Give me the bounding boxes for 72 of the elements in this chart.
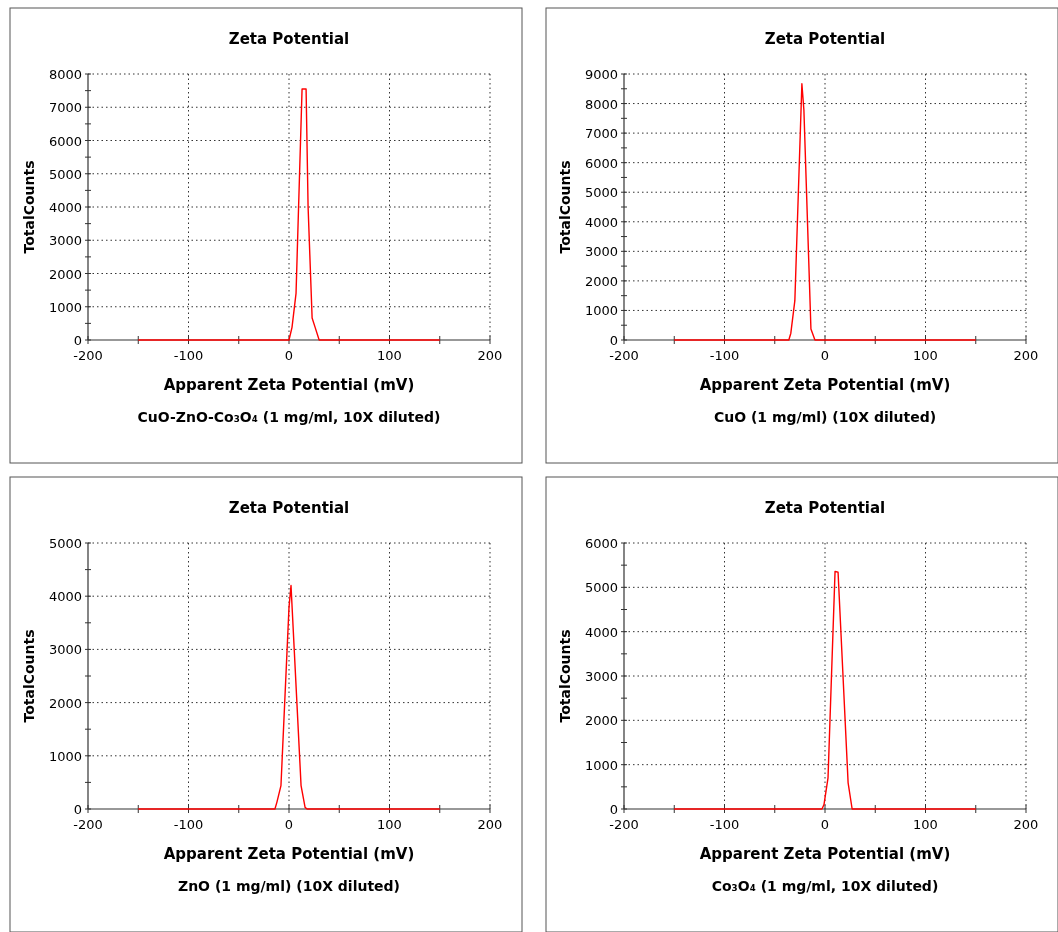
y-tick-label: 7000 — [48, 100, 82, 116]
y-tick-label: 2000 — [48, 266, 82, 282]
x-tick-label: 100 — [377, 817, 402, 832]
x-axis-title: Apparent Zeta Potential (mV) — [163, 845, 415, 863]
y-tick-label: 5000 — [48, 536, 82, 551]
x-tick-label: -100 — [709, 348, 740, 363]
line-series — [673, 570, 977, 810]
y-tick-label: 8000 — [48, 67, 82, 82]
text: CuO (1 mg/ml) (10X diluted) — [713, 409, 937, 425]
x-tick-label: -200 — [73, 817, 103, 832]
y-tick-label: 1000 — [48, 299, 82, 315]
y-axis-title: TotalCounts — [557, 629, 573, 723]
text: ZnO (1 mg/ml) (10X diluted) — [177, 878, 401, 894]
x-tick-label: 100 — [377, 348, 402, 363]
x-tick-label: 200 — [1013, 817, 1039, 832]
y-tick-label: 6000 — [584, 536, 618, 551]
y-tick-label: 8000 — [584, 96, 618, 112]
x-tick-label: 0 — [284, 817, 294, 832]
y-tick-label: 6000 — [48, 133, 82, 149]
y-tick-label: 3000 — [584, 669, 618, 684]
x-tick-label: 0 — [284, 348, 294, 363]
x-tick-label: -100 — [173, 348, 204, 363]
y-tick-label: 5000 — [584, 580, 618, 596]
y-axis-title: TotalCounts — [21, 629, 37, 723]
y-tick-label: 4000 — [48, 200, 82, 215]
x-axis-title: Apparent Zeta Potential (mV) — [699, 845, 951, 863]
y-tick-label: 3000 — [48, 233, 82, 249]
y-tick-label: 1000 — [584, 303, 618, 319]
y-tick-label: 1000 — [48, 748, 82, 764]
y-tick-label: 5000 — [48, 166, 82, 182]
x-tick-label: 200 — [477, 348, 503, 363]
y-tick-label: 0 — [73, 802, 82, 817]
x-tick-label: -100 — [173, 817, 204, 832]
line-series — [137, 88, 441, 341]
y-tick-label: 2000 — [48, 695, 82, 711]
chart-title: Zeta Potential — [228, 499, 350, 517]
x-tick-label: -200 — [609, 348, 639, 363]
y-tick-label: 0 — [609, 802, 618, 817]
y-tick-label: 7000 — [584, 126, 618, 142]
y-tick-label: 0 — [73, 333, 82, 348]
x-tick-label: -200 — [609, 817, 639, 832]
y-tick-label: 2000 — [584, 713, 618, 729]
x-tick-label: -200 — [73, 348, 103, 363]
text: CuO-ZnO-Co₃O₄ (1 mg/ml, 10X diluted) — [137, 409, 441, 425]
x-tick-label: 100 — [913, 348, 938, 363]
chart-title: Zeta Potential — [764, 30, 886, 48]
line-series — [673, 83, 977, 341]
y-tick-label: 5000 — [584, 185, 618, 201]
y-tick-label: 0 — [609, 333, 618, 348]
chart-title: Zeta Potential — [764, 499, 886, 517]
text: Co₃O₄ (1 mg/ml, 10X diluted) — [711, 878, 939, 894]
x-tick-label: 100 — [913, 817, 938, 832]
x-tick-label: 200 — [477, 817, 503, 832]
y-tick-label: 1000 — [584, 757, 618, 773]
y-tick-label: 4000 — [584, 624, 618, 640]
y-tick-label: 4000 — [48, 589, 82, 605]
y-tick-label: 3000 — [48, 642, 82, 658]
x-tick-label: 0 — [820, 348, 830, 363]
y-tick-label: 2000 — [584, 273, 618, 289]
x-tick-label: -100 — [709, 817, 740, 832]
y-tick-label: 9000 — [584, 67, 618, 82]
y-tick-label: 4000 — [584, 214, 618, 230]
x-axis-title: Apparent Zeta Potential (mV) — [163, 376, 415, 394]
chart-title: Zeta Potential — [228, 30, 350, 48]
x-axis-title: Apparent Zeta Potential (mV) — [699, 376, 951, 394]
y-tick-label: 6000 — [584, 155, 618, 171]
line-series — [137, 584, 441, 810]
x-tick-label: 200 — [1013, 348, 1039, 363]
y-axis-title: TotalCounts — [557, 160, 573, 254]
x-tick-label: 0 — [820, 817, 830, 832]
y-tick-label: 3000 — [584, 244, 618, 260]
y-axis-title: TotalCounts — [21, 160, 37, 254]
